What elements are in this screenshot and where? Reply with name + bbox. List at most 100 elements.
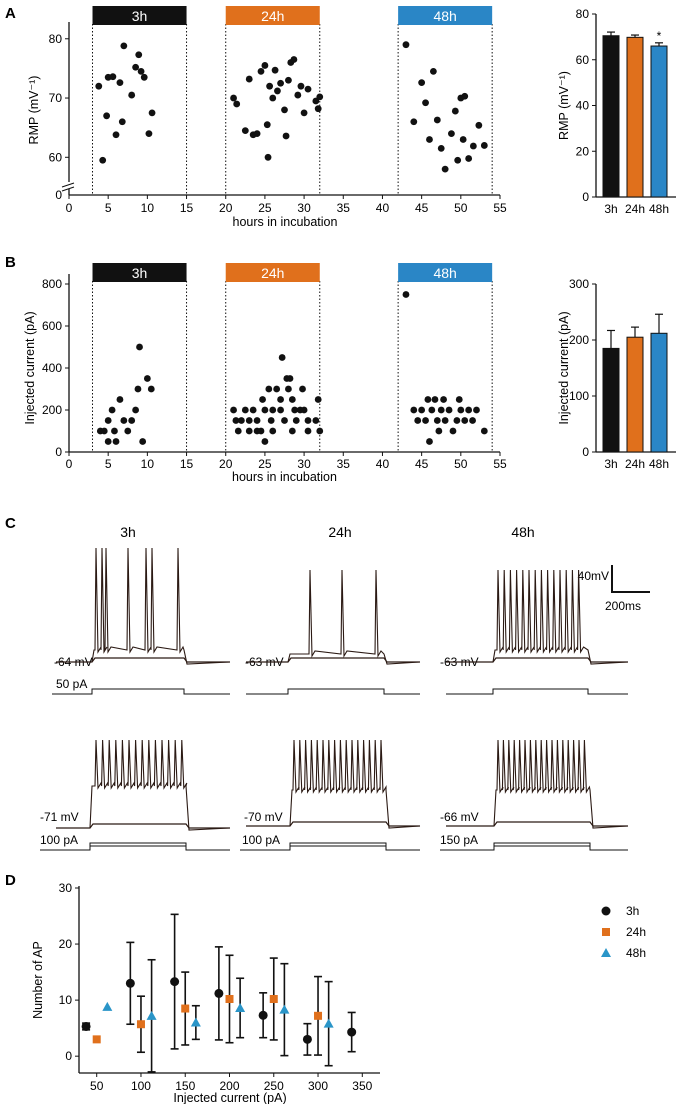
b-data-point: [116, 396, 124, 403]
b-data-point: [426, 438, 433, 445]
b-data-point: [267, 417, 275, 424]
d-x-tick-label: 100: [131, 1079, 151, 1093]
a-x-label: hours in incubation: [233, 215, 338, 229]
b-data-point: [278, 354, 286, 361]
b-data-point: [422, 417, 429, 424]
a-data-point: [469, 142, 477, 150]
d-y-tick-label: 20: [59, 937, 73, 951]
a-x-tick-label: 10: [141, 201, 155, 215]
b-data-point: [143, 375, 151, 382]
d-x-tick-label: 350: [352, 1079, 372, 1093]
a-x-tick-label: 40: [376, 201, 390, 215]
b-data-point: [269, 406, 277, 414]
d-point-24h: [92, 1035, 101, 1044]
a-data-point: [290, 56, 298, 63]
b-x-tick-label: 25: [258, 457, 272, 471]
a-x-tick-label: 25: [258, 201, 272, 215]
a-data-point: [148, 109, 156, 117]
a-y-tick-label: 60: [49, 150, 63, 164]
d-x-tick-label: 250: [264, 1079, 284, 1093]
b-data-point: [124, 427, 132, 435]
b-data-point: [104, 417, 112, 424]
a-data-point: [410, 118, 418, 126]
b-bar-y-tick-label: 300: [569, 277, 589, 291]
b-x-tick-label: 0: [66, 457, 73, 471]
a-data-point: [461, 92, 469, 100]
b-data-point: [410, 406, 418, 414]
b-window-label-48h: 48h: [433, 265, 456, 281]
d-legend-marker-3h: [601, 906, 611, 916]
a-window-label-48h: 48h: [433, 8, 456, 24]
b-x-tick-label: 30: [297, 457, 311, 471]
current-step-top: [246, 688, 420, 695]
d-point-48h: [235, 1002, 246, 1012]
d-point-48h: [146, 1010, 157, 1020]
a-data-point: [241, 127, 249, 135]
a-data-point: [271, 66, 279, 74]
a-data-point: [269, 94, 277, 102]
a-bar-y-tick-label: 80: [576, 7, 590, 21]
a-x-tick-label: 0: [66, 201, 73, 215]
a-x-tick-label: 50: [454, 201, 468, 215]
b-data-point: [136, 343, 143, 351]
a-data-point: [285, 76, 292, 84]
b-data-point: [435, 427, 443, 435]
b-data-point: [285, 385, 292, 393]
a-data-point: [253, 130, 261, 137]
b-data-point: [128, 417, 136, 424]
a-data-point: [128, 91, 136, 99]
trace-pa-3h-top: 50 pA: [56, 677, 87, 691]
a-bar-y-tick-label: 20: [576, 144, 590, 158]
d-legend-label-3h: 3h: [626, 904, 639, 918]
a-y-tick-label: 70: [49, 91, 63, 105]
d-y-tick-label: 30: [59, 881, 73, 895]
b-data-point: [134, 385, 142, 393]
panel-d-scatter: 50 100 150 200 250 300 350 0 10 20 30 Injected curr…: [31, 881, 646, 1104]
b-data-point: [445, 406, 453, 414]
b-x-tick-label: 10: [141, 457, 155, 471]
a-bar-y-tick-label: 0: [582, 190, 589, 204]
a-data-point: [266, 82, 274, 90]
b-data-point: [431, 396, 439, 403]
b-y-tick-label: 0: [55, 445, 62, 459]
panel-c-traces: 3h 24h 48h 40mV 200ms -64 mV -63 mV -63 …: [40, 524, 650, 851]
d-x-tick-label: 150: [175, 1079, 195, 1093]
b-data-point: [461, 417, 469, 424]
b-y-tick-label: 200: [42, 403, 62, 417]
panel-a-bar-chart: 0 20 40 60 80 RMP (mV⁻¹) 3h 24h 48h *: [557, 7, 676, 216]
panel-a-scatter: 00 5 10 15 20 25 30 35 40 45 50 55 60 70 80 hours in in…: [27, 6, 507, 229]
a-data-point: [132, 63, 140, 71]
b-data-point: [104, 438, 112, 445]
a-data-point: [116, 79, 124, 87]
a-data-point: [99, 156, 107, 164]
b-data-point: [273, 385, 281, 393]
b-window-label-3h: 3h: [132, 265, 148, 281]
b-data-point: [316, 427, 324, 435]
a-data-point: [418, 79, 426, 87]
b-data-point: [424, 396, 432, 403]
trace-48h-top-spiking-trace: [446, 569, 629, 665]
b-data-point: [300, 406, 308, 414]
b-data-point: [232, 417, 240, 424]
a-bar-y-tick-label: 60: [576, 53, 590, 67]
d-x-tick-label: 50: [90, 1079, 104, 1093]
b-x-tick-label: 45: [415, 457, 429, 471]
b-data-point: [249, 406, 257, 414]
b-data-point: [292, 417, 300, 424]
panel-letter-d: D: [5, 872, 16, 889]
a-data-point: [300, 109, 308, 117]
a-x-tick-label: 20: [219, 201, 233, 215]
b-data-point: [147, 385, 155, 393]
b-data-point: [455, 396, 463, 403]
b-bar-bar-48h: [650, 332, 668, 453]
scale-bar: [611, 565, 650, 593]
a-x-tick-label: 30: [297, 201, 311, 215]
b-data-point: [473, 406, 480, 414]
b-data-point: [111, 427, 118, 435]
b-data-point: [449, 427, 457, 435]
d-y-tick-label: 0: [65, 1049, 72, 1063]
b-data-point: [277, 406, 284, 414]
b-data-point: [265, 385, 273, 393]
b-data-point: [428, 406, 436, 414]
